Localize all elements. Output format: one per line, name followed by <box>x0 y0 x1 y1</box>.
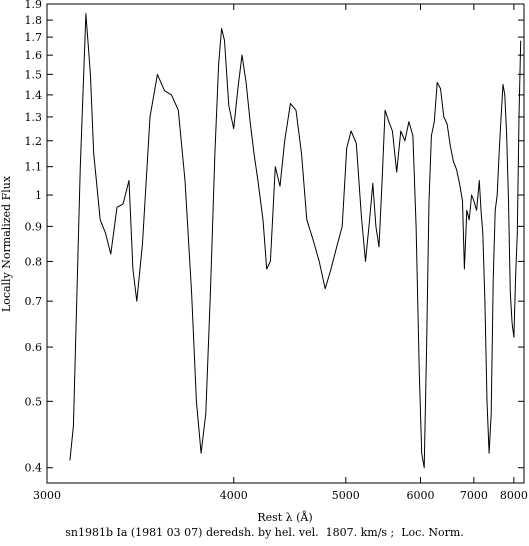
y-tick-label: 1.9 <box>25 0 43 11</box>
axis-ticks <box>46 3 524 483</box>
spectrum-line <box>69 13 522 469</box>
spectrum-series <box>69 13 522 469</box>
y-tick-label: 0.8 <box>25 255 43 268</box>
y-tick-label: 1.6 <box>25 49 43 62</box>
axis-tick-labels: 3000 4000 5000 6000 7000 8000 0.4 0.5 0.6 0.7 0.8 0… <box>25 0 528 502</box>
y-tick-label: 1.4 <box>25 89 43 102</box>
chart-caption: sn1981b Ia (1981 03 07) deredsh. by hel.… <box>65 526 464 539</box>
y-tick-label: 1.5 <box>25 68 43 81</box>
y-axis-label: Locally Normalized Flux <box>0 175 13 312</box>
y-tick-label: 0.7 <box>25 295 43 308</box>
x-tick-label: 5000 <box>332 489 360 502</box>
x-tick-label: 3000 <box>33 489 61 502</box>
x-tick-label: 8000 <box>500 489 528 502</box>
y-tick-label: 1.2 <box>25 135 43 148</box>
x-tick-label: 4000 <box>220 489 248 502</box>
x-tick-label: 6000 <box>407 489 435 502</box>
y-tick-label: 1.7 <box>25 31 43 44</box>
y-tick-label: 1.3 <box>25 111 43 124</box>
y-tick-label: 0.5 <box>25 395 43 408</box>
x-axis-label: Rest λ (Å) <box>257 510 312 524</box>
y-tick-label: 1.8 <box>25 14 43 27</box>
x-tick-label: 7000 <box>460 489 488 502</box>
y-tick-label: 0.9 <box>25 220 43 233</box>
y-tick-label: 0.4 <box>25 462 43 475</box>
y-tick-label: 1 <box>35 189 42 202</box>
y-tick-label: 0.6 <box>25 341 43 354</box>
y-tick-label: 1.1 <box>25 161 43 174</box>
plot-frame <box>46 3 525 484</box>
